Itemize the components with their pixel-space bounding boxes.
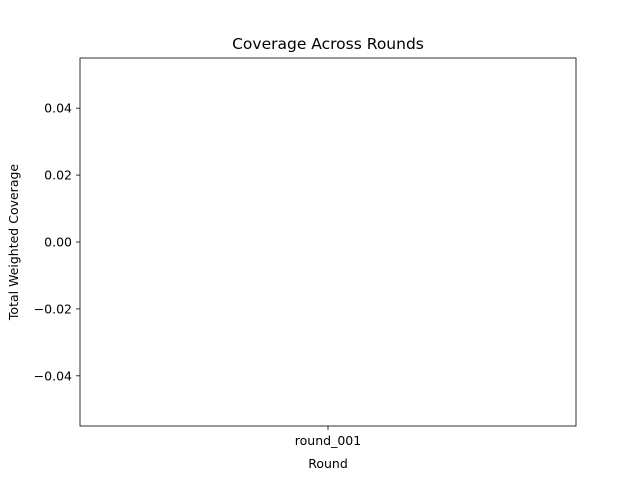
y-tick-label-3: −0.02	[34, 301, 72, 316]
chart-title: Coverage Across Rounds	[232, 35, 424, 53]
y-tick-label-2: 0.00	[44, 235, 72, 250]
y-tick-label-0: 0.04	[44, 101, 72, 116]
axes-frame	[79, 57, 577, 427]
y-tick-label-4: −0.04	[34, 368, 72, 383]
y-tick-label-1: 0.02	[44, 168, 72, 183]
plot-area: round_001 0.04 0.02 0.00 −0.02 −0.04	[34, 57, 577, 448]
x-axis-label: Round	[308, 456, 348, 471]
y-axis-label: Total Weighted Coverage	[6, 164, 21, 322]
x-tick-label-round_001: round_001	[295, 433, 361, 448]
